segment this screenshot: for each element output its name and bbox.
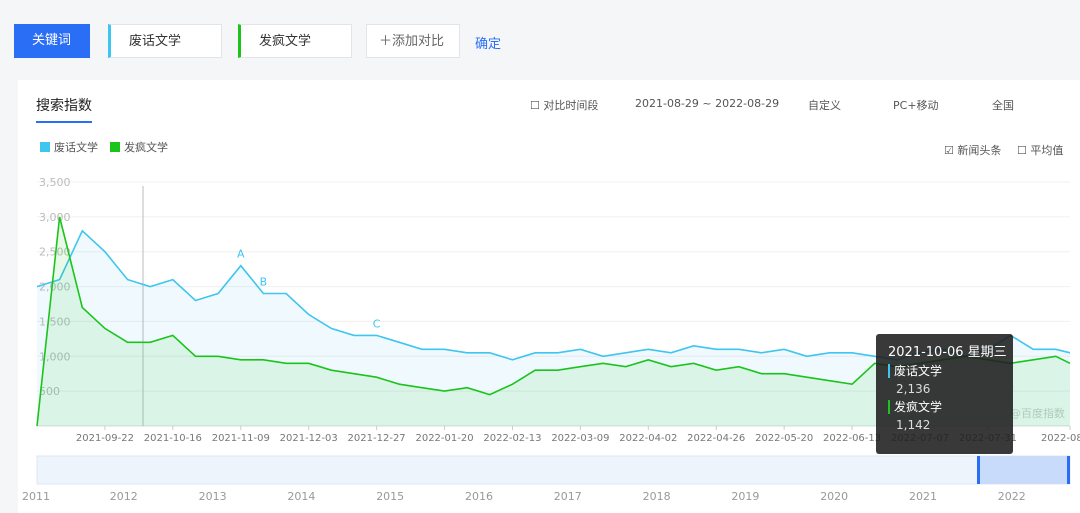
year-label: 2011	[22, 490, 50, 503]
legend-label: 废话文学	[54, 140, 98, 154]
x-tick-label: 2022-02-13	[483, 433, 541, 444]
year-label: 2021	[909, 490, 937, 503]
x-tick-label: 2021-10-16	[144, 433, 202, 444]
brush-handle	[977, 456, 980, 484]
tooltip: 2021-10-06 星期三 废话文学 2,136 发疯文学 1,142	[876, 334, 1013, 454]
x-tick-label: 2022-03-09	[551, 433, 609, 444]
tooltip-value: 2,136	[896, 382, 931, 396]
year-label: 2017	[554, 490, 582, 503]
avg-option[interactable]: ☐ 平均值	[1017, 144, 1064, 157]
year-label: 2016	[465, 490, 493, 503]
device[interactable]: PC+移动	[893, 99, 939, 112]
x-tick-label: 2021-12-03	[280, 433, 338, 444]
news-option[interactable]: ☑ 新闻头条	[944, 144, 1002, 157]
x-tick-label: 2022-05-20	[755, 433, 813, 444]
custom[interactable]: 自定义	[808, 99, 841, 112]
keyword-button[interactable]: 关键词	[14, 24, 90, 58]
avg-label: 平均值	[1030, 144, 1064, 157]
y-tick-label: 3,500	[39, 176, 71, 189]
annotation: A	[237, 248, 245, 261]
term-2[interactable]: 发疯文学	[238, 24, 352, 58]
x-tick-label: 2022-08-29	[1041, 433, 1080, 444]
annotation: C	[373, 317, 381, 330]
tooltip-date: 2021-10-06 星期三	[888, 345, 1007, 360]
tooltip-row: 发疯文学	[888, 398, 1013, 416]
annotation: B	[260, 276, 268, 289]
y-tick-label: 1,000	[39, 350, 71, 363]
brush-window	[978, 456, 1070, 484]
y-tick-label: 2,500	[39, 246, 71, 259]
year-label: 2019	[731, 490, 759, 503]
x-tick-label: 2022-06-13	[823, 433, 881, 444]
x-tick-label: 2022-04-26	[687, 433, 745, 444]
x-tick-label: 2021-09-22	[76, 433, 134, 444]
brush-track	[36, 455, 1071, 485]
region[interactable]: 全国	[992, 99, 1014, 112]
compare-option[interactable]: ☐ 对比时间段	[530, 99, 599, 112]
confirm[interactable]: 确定	[475, 37, 502, 52]
x-tick-label: 2022-04-02	[619, 433, 677, 444]
tab[interactable]: 搜索指数	[36, 95, 92, 123]
year-label: 2014	[287, 490, 315, 503]
term-1[interactable]: 废话文学	[108, 24, 222, 58]
year-label: 2018	[643, 490, 671, 503]
compare-label: 对比时间段	[543, 99, 599, 112]
tooltip-row: 废话文学	[888, 362, 1013, 380]
tooltip-name: 废话文学	[888, 364, 943, 378]
legend-swatch	[110, 142, 120, 152]
year-label: 2020	[820, 490, 848, 503]
tooltip-value: 1,142	[896, 418, 931, 432]
watermark: @百度指数	[1010, 405, 1065, 421]
x-tick-label: 2021-11-09	[212, 433, 270, 444]
y-tick-label: 3,000	[39, 211, 71, 224]
year-label: 2012	[110, 490, 138, 503]
brush-handle	[1067, 456, 1070, 484]
y-tick-label: 1,500	[39, 315, 71, 328]
x-tick-label: 2022-01-20	[415, 433, 473, 444]
date-range[interactable]: 2021-08-29 ~ 2022-08-29	[635, 97, 780, 110]
y-tick-label: 500	[39, 385, 60, 398]
x-tick-label: 2021-12-27	[348, 433, 406, 444]
news-label: 新闻头条	[957, 144, 1002, 157]
legend-swatch	[40, 142, 50, 152]
add-compare[interactable]: ＋添加对比	[366, 24, 460, 58]
tooltip-name: 发疯文学	[888, 400, 943, 414]
year-label: 2015	[376, 490, 404, 503]
year-label: 2022	[998, 490, 1026, 503]
legend-label: 发疯文学	[124, 140, 168, 154]
year-label: 2013	[199, 490, 227, 503]
area	[37, 216, 1070, 426]
